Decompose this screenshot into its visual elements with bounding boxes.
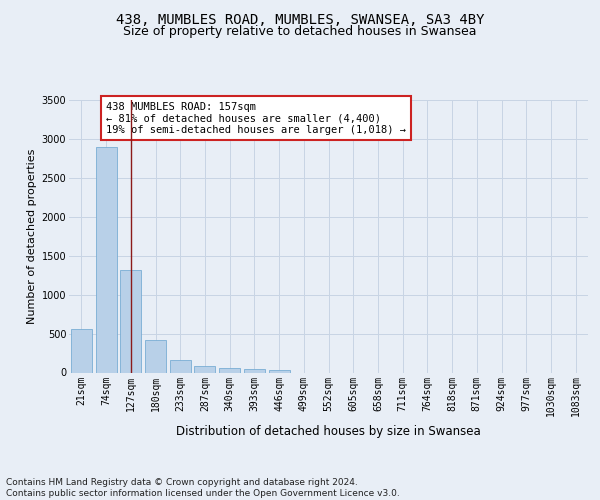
- X-axis label: Distribution of detached houses by size in Swansea: Distribution of detached houses by size …: [176, 424, 481, 438]
- Bar: [269, 370, 290, 372]
- Bar: [120, 270, 141, 372]
- Bar: [170, 360, 191, 372]
- Bar: [194, 366, 215, 372]
- Bar: [244, 369, 265, 372]
- Text: 438 MUMBLES ROAD: 157sqm
← 81% of detached houses are smaller (4,400)
19% of sem: 438 MUMBLES ROAD: 157sqm ← 81% of detach…: [106, 102, 406, 135]
- Bar: [145, 340, 166, 372]
- Bar: [71, 329, 92, 372]
- Text: Size of property relative to detached houses in Swansea: Size of property relative to detached ho…: [123, 25, 477, 38]
- Text: Contains HM Land Registry data © Crown copyright and database right 2024.
Contai: Contains HM Land Registry data © Crown c…: [6, 478, 400, 498]
- Y-axis label: Number of detached properties: Number of detached properties: [28, 148, 37, 324]
- Bar: [95, 146, 116, 372]
- Bar: [219, 368, 240, 372]
- Text: 438, MUMBLES ROAD, MUMBLES, SWANSEA, SA3 4BY: 438, MUMBLES ROAD, MUMBLES, SWANSEA, SA3…: [116, 12, 484, 26]
